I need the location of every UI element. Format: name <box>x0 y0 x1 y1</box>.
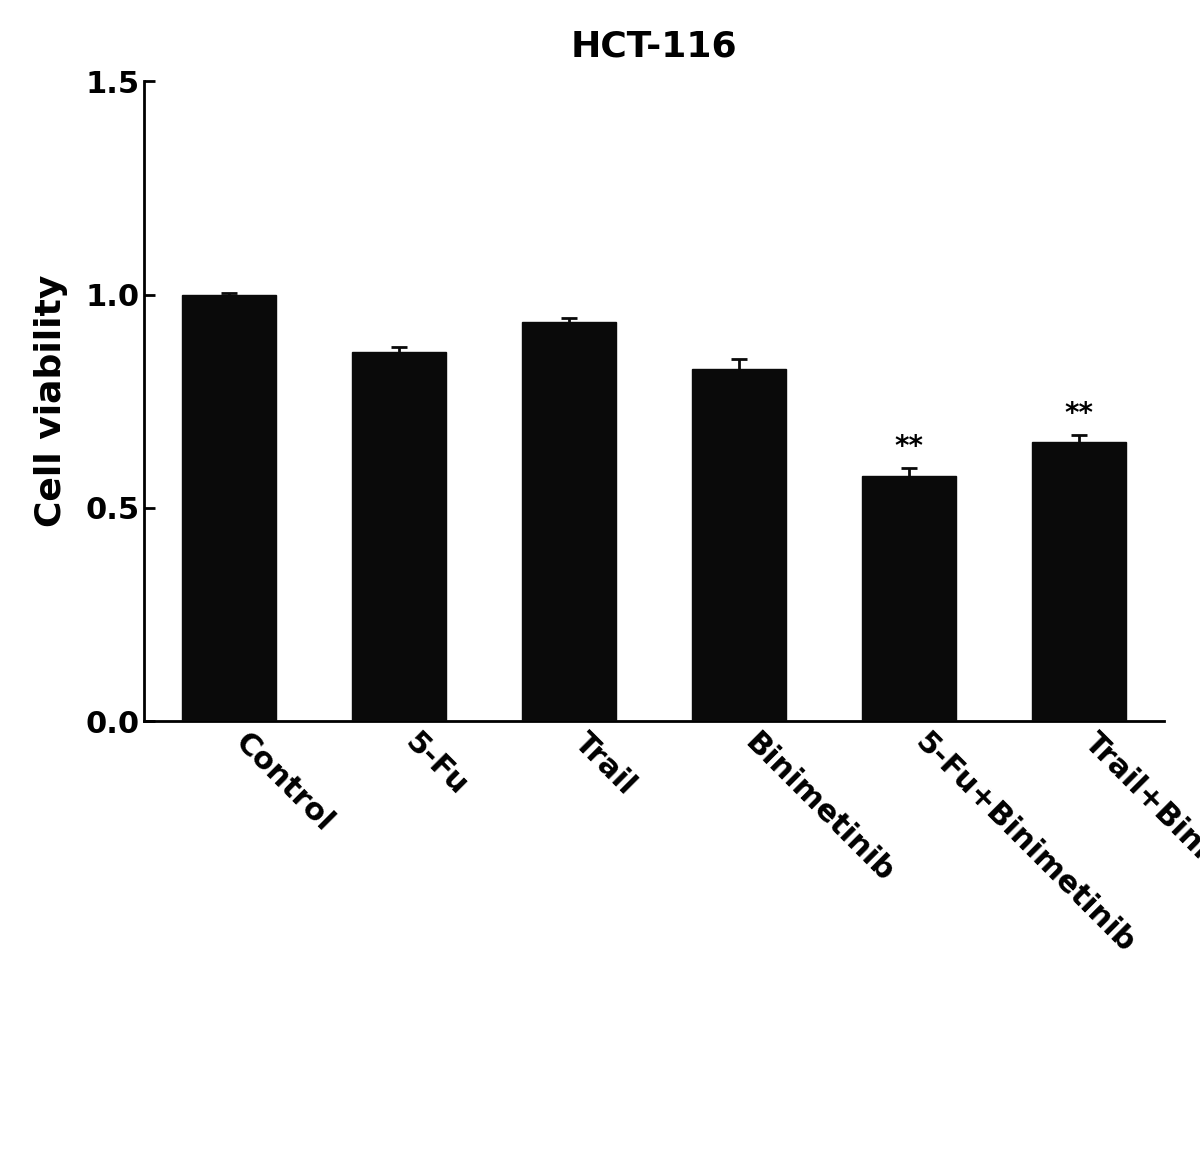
Bar <box>692 370 786 721</box>
Y-axis label: Cell viability: Cell viability <box>35 274 68 528</box>
Bar <box>1032 442 1126 721</box>
Bar <box>522 322 616 721</box>
Bar <box>353 352 445 721</box>
Bar <box>863 476 955 721</box>
Text: **: ** <box>894 433 924 461</box>
Text: **: ** <box>1064 400 1093 428</box>
Title: HCT-116: HCT-116 <box>571 29 737 64</box>
Bar <box>182 294 276 721</box>
